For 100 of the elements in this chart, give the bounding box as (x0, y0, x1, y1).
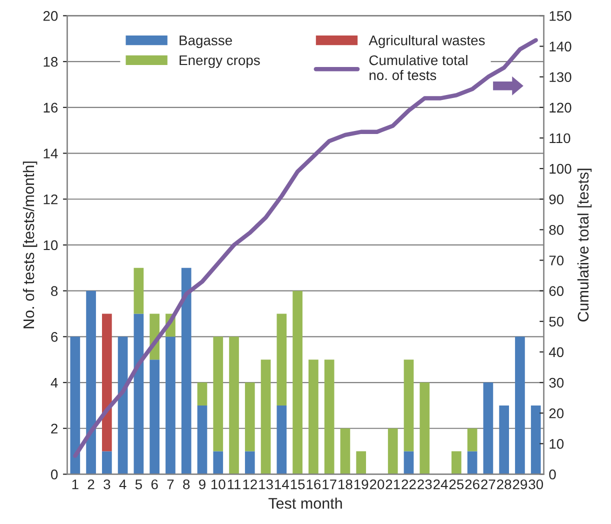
x-tick-label: 8 (183, 479, 190, 490)
bar (324, 360, 334, 474)
bar (213, 451, 224, 474)
bar (404, 360, 414, 452)
x-tick-label: 16 (306, 479, 321, 490)
y-tick-label: 10 (44, 240, 58, 250)
bar (467, 428, 478, 452)
y-tick-label: 4 (50, 378, 58, 388)
bar (197, 382, 208, 406)
y2-tick-label: 50 (549, 316, 564, 327)
y2-tick-label: 90 (549, 194, 564, 204)
y2-tick-label: 60 (549, 286, 564, 296)
x-tick-label: 27 (481, 479, 496, 490)
x-axis-title: Test month (268, 498, 342, 509)
y2-tick-label: 110 (550, 133, 570, 144)
y-tick-label: 20 (43, 11, 58, 21)
bar (515, 336, 525, 474)
y2-tick-label: 30 (549, 378, 564, 388)
y2-tick-label: 10 (550, 438, 564, 449)
x-tick-label: 29 (512, 479, 528, 490)
x-tick-label: 3 (104, 479, 110, 490)
x-tick-label: 7 (167, 480, 174, 490)
x-tick-label: 28 (497, 479, 512, 490)
bar (276, 314, 287, 406)
bar (420, 382, 430, 474)
bar (166, 336, 176, 474)
x-tick-label: 10 (211, 479, 226, 490)
bar (102, 314, 112, 452)
x-tick-label: 21 (386, 479, 400, 490)
x-tick-label: 19 (354, 479, 368, 490)
y2-tick-label: 80 (549, 225, 564, 235)
y-tick-label: 12 (44, 194, 58, 204)
y-tick-label: 14 (44, 148, 58, 158)
x-tick-label: 18 (338, 479, 352, 490)
y-axis-title: No. of tests [tests/month] (22, 162, 38, 328)
x-tick-label: 5 (135, 480, 142, 490)
y-tick-label: 2 (51, 424, 58, 434)
bar (499, 405, 509, 474)
x-tick-label: 2 (88, 479, 94, 490)
y2-tick-label: 40 (548, 347, 564, 358)
bar (197, 405, 208, 474)
y2-tick-label: 140 (550, 42, 572, 52)
x-tick-label: 6 (151, 479, 158, 490)
bar (134, 268, 144, 314)
bar (229, 336, 239, 474)
legend-label: Bagasse (180, 36, 232, 48)
legend-label: Energy crops (180, 56, 260, 68)
y2-tick-label: 100 (550, 164, 572, 174)
bar (530, 405, 541, 474)
bar (134, 314, 144, 474)
x-tick-label: 24 (434, 479, 448, 490)
y2-tick-label: 0 (549, 470, 556, 480)
bar (308, 360, 318, 474)
bar (118, 336, 128, 474)
bar (244, 382, 255, 452)
bar (404, 451, 414, 474)
y2-tick-label: 130 (550, 72, 572, 82)
bar (451, 451, 462, 474)
bar (213, 336, 224, 452)
x-tick-label: 11 (228, 480, 241, 490)
x-tick-label: 25 (449, 479, 464, 490)
bar (70, 336, 80, 474)
bar (483, 382, 494, 474)
y-tick-label: 8 (51, 286, 58, 296)
bar (467, 451, 478, 474)
bar (86, 290, 96, 474)
y-tick-label: 16 (44, 102, 58, 113)
y-tick-label: 6 (51, 332, 58, 342)
x-tick-label: 30 (528, 479, 544, 490)
x-tick-label: 20 (370, 479, 384, 490)
x-tick-label: 23 (418, 479, 432, 490)
legend-label: Agricultural wastes (368, 35, 485, 48)
x-tick-label: 9 (199, 479, 206, 490)
x-tick-label: 14 (275, 480, 289, 490)
y2-tick-label: 150 (550, 11, 572, 21)
y2-axis-title: Cumulative total [tests] (577, 168, 592, 322)
y-tick-label: 0 (51, 470, 58, 480)
x-tick-label: 22 (402, 479, 416, 490)
x-tick-label: 15 (290, 480, 305, 490)
y2-tick-label: 120 (550, 102, 572, 113)
x-tick-label: 26 (465, 479, 480, 490)
bar (276, 405, 287, 474)
bar (356, 451, 366, 474)
bar (150, 360, 160, 474)
x-tick-label: 4 (119, 480, 126, 490)
x-tick-label: 12 (243, 479, 257, 490)
x-tick-label: 17 (322, 480, 336, 490)
bar (260, 360, 271, 474)
x-tick-label: 13 (259, 479, 273, 490)
legend-label: Cumulative total no. of tests (369, 54, 468, 80)
bar (181, 268, 192, 474)
y2-tick-label: 20 (549, 408, 564, 418)
y-tick-label: 18 (44, 56, 58, 67)
x-tick-label: 1 (72, 480, 78, 490)
y2-tick-label: 70 (549, 256, 564, 266)
bar (244, 451, 255, 474)
bar (388, 428, 398, 474)
bar (340, 428, 350, 474)
bar (292, 290, 302, 474)
bar (102, 451, 112, 474)
